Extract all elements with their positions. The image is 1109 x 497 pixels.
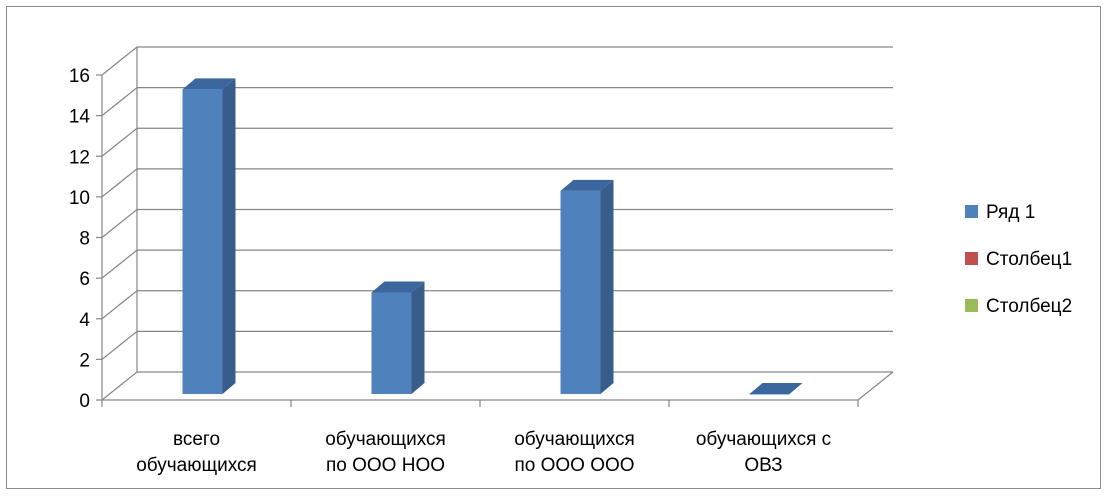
axes xyxy=(96,47,894,407)
y-tick-label: 16 xyxy=(69,66,90,87)
y-tick-label: 0 xyxy=(79,391,90,412)
x-tick-label: обучающихся по ООО ООО xyxy=(514,429,635,476)
x-tick-label: обучающихся по ООО НОО xyxy=(325,429,446,476)
x-tick-label-line: обучающихся с xyxy=(696,429,831,450)
bar-top xyxy=(182,78,236,90)
bar-front xyxy=(371,292,412,394)
floor-right-edge xyxy=(857,371,894,401)
legend-item: Столбец2 xyxy=(965,296,1072,317)
y-tick-label: 6 xyxy=(79,269,90,290)
legend-swatch xyxy=(965,205,978,218)
bar xyxy=(749,383,803,395)
legend-label: Столбец2 xyxy=(986,296,1072,317)
bar-front xyxy=(560,190,601,394)
x-tick-label: обучающихся с ОВЗ xyxy=(696,429,831,476)
legend-label: Столбец1 xyxy=(986,249,1072,270)
bar-front xyxy=(749,394,790,395)
bar-side xyxy=(411,281,425,394)
legend-swatch xyxy=(965,299,978,312)
x-tick-label-line: всего xyxy=(173,429,220,450)
x-tick-label-line: обучающихся xyxy=(325,429,446,450)
legend-item: Ряд 1 xyxy=(965,202,1035,223)
y-tick-label: 12 xyxy=(69,147,90,168)
y-tick-label: 2 xyxy=(79,350,90,371)
y-tick-label: 4 xyxy=(79,310,90,331)
x-tick-label-line: обучающихся xyxy=(514,429,635,450)
x-tick-label: всего обучающихся xyxy=(136,429,257,476)
x-tick-label-line: обучающихся xyxy=(136,455,257,476)
y-tick-label: 8 xyxy=(79,229,90,250)
x-tick-label-line: по ООО НОО xyxy=(326,455,445,476)
bars xyxy=(182,78,803,395)
bar xyxy=(182,78,236,394)
legend-label: Ряд 1 xyxy=(986,202,1035,223)
bar xyxy=(560,179,614,394)
x-tick-label-line: по ООО ООО xyxy=(514,455,634,476)
legend: Ряд 1 Столбец1 Столбец2 xyxy=(965,202,1072,317)
bar-side xyxy=(222,78,236,394)
x-tick-label-line: ОВЗ xyxy=(744,455,782,476)
bar-side xyxy=(600,179,614,394)
legend-swatch xyxy=(965,252,978,265)
y-tick-label: 10 xyxy=(69,188,90,209)
bar-front xyxy=(182,89,223,394)
bar-top xyxy=(749,383,803,394)
bar-top xyxy=(371,281,425,293)
gridline xyxy=(101,46,893,76)
bar-top xyxy=(560,179,614,191)
y-tick-label: 14 xyxy=(69,107,91,128)
legend-item: Столбец1 xyxy=(965,249,1072,270)
bar xyxy=(371,281,425,394)
